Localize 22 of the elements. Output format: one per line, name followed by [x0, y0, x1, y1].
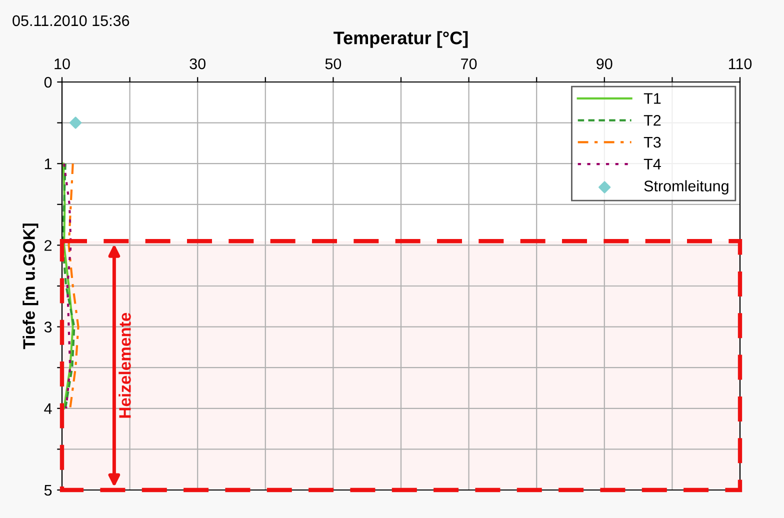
band-label: Heizelemente — [118, 312, 131, 418]
y-tick-label: 0 — [44, 76, 52, 88]
legend-label: Stromleitung — [644, 180, 728, 194]
x-tick-label: 110 — [728, 58, 752, 70]
y-axis-title: Tiefe [m u.GOK] — [22, 224, 38, 350]
y-tick-label: 3 — [44, 322, 52, 332]
x-tick-label: 90 — [596, 58, 612, 70]
x-tick-label: 30 — [190, 58, 206, 70]
y-tick-label: 2 — [44, 240, 52, 251]
line-series — [68, 162, 80, 410]
y-tick-label: 4 — [44, 403, 52, 414]
x-tick-label: 70 — [461, 58, 477, 70]
x-tick-label: 10 — [54, 58, 70, 70]
y-tick-label: 5 — [44, 485, 52, 496]
legend-label: T3 — [644, 136, 661, 148]
x-axis-title: Temperatur [°C] — [334, 31, 468, 48]
text: 05.11.2010 15:36 — [12, 15, 130, 26]
legend-label: T1 — [644, 93, 661, 104]
x-tick-label: 50 — [325, 58, 342, 70]
legend-label: T4 — [644, 158, 661, 170]
y-tick-label: 1 — [44, 158, 52, 170]
legend-label: T2 — [644, 114, 661, 126]
